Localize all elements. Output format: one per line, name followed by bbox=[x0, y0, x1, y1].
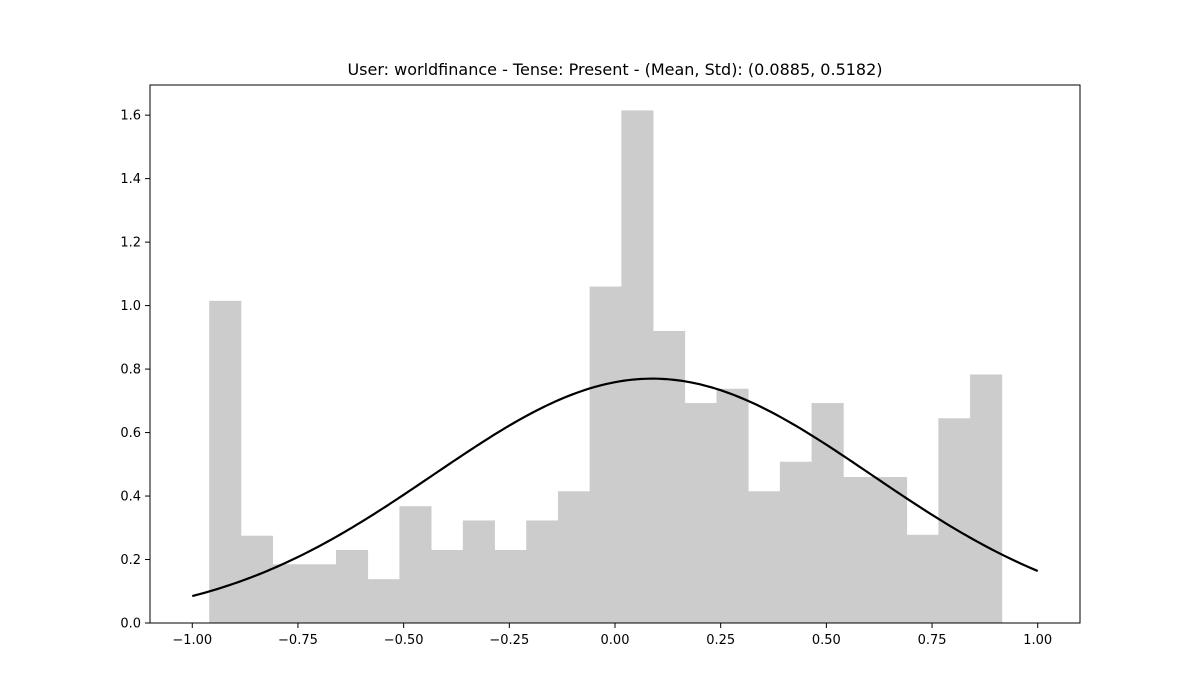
y-tick-label: 0.2 bbox=[120, 553, 141, 568]
histogram-bar bbox=[906, 534, 939, 623]
x-tick-label: −1.00 bbox=[172, 633, 212, 648]
histogram-bar bbox=[462, 520, 495, 623]
x-tick-label: 0.50 bbox=[812, 633, 841, 648]
x-tick-label: 0.75 bbox=[918, 633, 947, 648]
x-tick-label: −0.50 bbox=[384, 633, 424, 648]
histogram-bar bbox=[272, 564, 305, 623]
x-tick-label: −0.25 bbox=[489, 633, 529, 648]
x-tick-label: 0.25 bbox=[706, 633, 735, 648]
histogram-bar bbox=[304, 564, 337, 623]
histogram-bar bbox=[684, 403, 717, 623]
histogram-bar bbox=[431, 549, 464, 623]
histogram-bar bbox=[811, 403, 844, 623]
histogram-bar bbox=[874, 476, 908, 623]
histogram-bar bbox=[557, 491, 591, 623]
y-tick-label: 0.8 bbox=[120, 363, 141, 378]
histogram-bar bbox=[399, 506, 432, 623]
histogram-bar bbox=[526, 520, 559, 623]
histogram-bars bbox=[209, 110, 1003, 623]
histogram-bar bbox=[494, 549, 527, 623]
x-tick-label: −0.75 bbox=[278, 633, 318, 648]
y-tick-label: 0.0 bbox=[120, 617, 141, 632]
histogram-bar bbox=[748, 491, 781, 623]
histogram-bar bbox=[779, 461, 812, 623]
y-tick-label: 1.6 bbox=[120, 109, 141, 124]
normal-fit-curve bbox=[191, 377, 1039, 598]
histogram-bar bbox=[716, 388, 749, 623]
y-tick-label: 0.4 bbox=[120, 490, 141, 505]
y-axis: 0.0 0.2 0.4 0.6 0.8 1.0 1.2 1.4 1.6 bbox=[120, 109, 150, 632]
histogram-bar bbox=[589, 286, 622, 623]
histogram-bar bbox=[843, 476, 876, 623]
histogram-bar bbox=[970, 374, 1003, 623]
y-tick-label: 0.6 bbox=[120, 426, 141, 441]
y-tick-label: 1.0 bbox=[120, 299, 141, 314]
histogram-bar bbox=[367, 579, 400, 623]
x-tick-label: 0.00 bbox=[601, 633, 630, 648]
histogram-bar bbox=[336, 549, 369, 623]
histogram-bar bbox=[209, 300, 242, 623]
x-tick-label: 1.00 bbox=[1023, 633, 1052, 648]
histogram-bar bbox=[653, 330, 686, 623]
normal-fit-curve-layer bbox=[191, 377, 1039, 598]
chart-title: User: worldfinance - Tense: Present - (M… bbox=[347, 60, 882, 79]
histogram-bar bbox=[938, 418, 971, 623]
y-tick-label: 1.2 bbox=[120, 236, 141, 251]
histogram-bar bbox=[621, 110, 654, 623]
y-tick-label: 1.4 bbox=[120, 172, 141, 187]
x-axis: −1.00 −0.75 −0.50 −0.25 0.00 0.25 0.50 0.75 1.00 bbox=[172, 623, 1052, 648]
